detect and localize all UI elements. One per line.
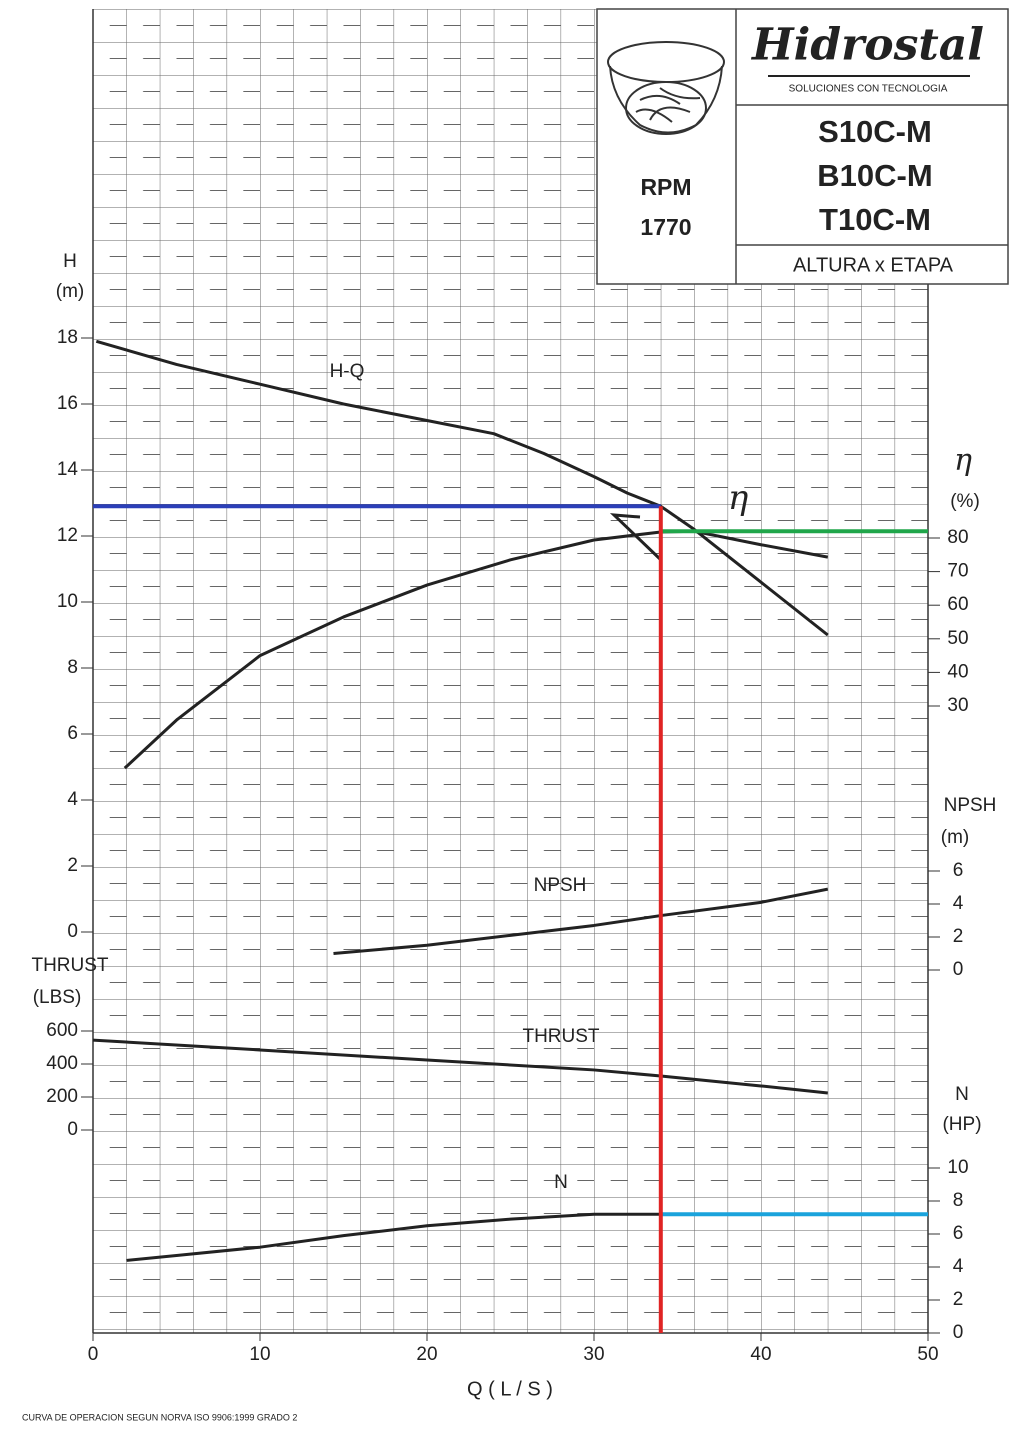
y-tick-label: 50 bbox=[947, 628, 968, 649]
brand-tagline: SOLUCIONES CON TECNOLOGIA bbox=[789, 84, 948, 95]
x-tick-label: 30 bbox=[583, 1344, 604, 1365]
y-tick-label: 80 bbox=[947, 527, 968, 548]
axis-title: THRUST bbox=[31, 955, 108, 976]
curve-label: THRUST bbox=[522, 1026, 599, 1047]
y-tick-label: 60 bbox=[947, 594, 968, 615]
y-tick-label: 2 bbox=[67, 855, 78, 876]
header-box: RPM 1770 Hidrostal SOLUCIONES CON TECNOL… bbox=[597, 9, 1008, 284]
axis-title: H bbox=[63, 251, 77, 272]
model: T10C-M bbox=[819, 202, 931, 237]
y-tick-label: 0 bbox=[67, 1119, 78, 1140]
y-tick-label: 8 bbox=[953, 1190, 964, 1211]
axis-unit: (HP) bbox=[942, 1114, 981, 1135]
axis-unit: (%) bbox=[950, 491, 980, 512]
curve-label: η bbox=[728, 478, 749, 518]
y-tick-label: 18 bbox=[57, 327, 78, 348]
y-tick-label: 4 bbox=[953, 893, 964, 914]
y-tick-label: 2 bbox=[953, 926, 964, 947]
y-tick-label: 70 bbox=[947, 561, 968, 582]
axis-title: N bbox=[955, 1084, 969, 1105]
y-tick-label: 8 bbox=[67, 657, 78, 678]
curve-label: H-Q bbox=[330, 361, 365, 382]
y-tick-label: 400 bbox=[46, 1053, 78, 1074]
footer-note: CURVA DE OPERACION SEGUN NORVA ISO 9906:… bbox=[22, 1412, 297, 1422]
x-tick-label: 0 bbox=[88, 1344, 99, 1365]
y-tick-label: 14 bbox=[57, 459, 79, 480]
y-tick-label: 2 bbox=[953, 1289, 964, 1310]
rpm-label: RPM bbox=[640, 174, 691, 200]
y-tick-label: 16 bbox=[57, 393, 78, 414]
model: S10C-M bbox=[818, 114, 932, 149]
y-tick-label: 6 bbox=[953, 860, 964, 881]
axis-title: η bbox=[954, 443, 972, 478]
axis-unit: (LBS) bbox=[33, 987, 82, 1008]
x-tick-label: 20 bbox=[416, 1344, 437, 1365]
rpm-value: 1770 bbox=[640, 214, 691, 240]
y-tick-label: 600 bbox=[46, 1020, 78, 1041]
y-tick-label: 6 bbox=[67, 723, 78, 744]
y-tick-label: 4 bbox=[67, 789, 78, 810]
y-tick-label: 0 bbox=[953, 1322, 964, 1343]
y-tick-label: 0 bbox=[953, 959, 964, 980]
x-tick-label: 40 bbox=[750, 1344, 771, 1365]
subtitle: ALTURA x ETAPA bbox=[793, 254, 954, 276]
axis-unit: (m) bbox=[941, 827, 969, 848]
y-tick-label: 200 bbox=[46, 1086, 78, 1107]
pump-curve-sheet: RPM 1770 Hidrostal SOLUCIONES CON TECNOL… bbox=[0, 0, 1010, 1431]
axis-title: NPSH bbox=[944, 795, 997, 816]
y-tick-label: 4 bbox=[953, 1256, 964, 1277]
x-tick-label: 10 bbox=[249, 1344, 270, 1365]
x-tick-label: 50 bbox=[917, 1344, 938, 1365]
y-tick-label: 40 bbox=[947, 661, 968, 682]
y-tick-label: 12 bbox=[57, 525, 78, 546]
curve-label: N bbox=[554, 1172, 568, 1193]
model: B10C-M bbox=[817, 158, 932, 193]
y-tick-label: 30 bbox=[947, 695, 968, 716]
brand-logo: Hidrostal bbox=[750, 20, 984, 71]
axis-unit: (m) bbox=[56, 281, 84, 302]
y-tick-label: 6 bbox=[953, 1223, 964, 1244]
y-tick-label: 10 bbox=[947, 1157, 968, 1178]
y-tick-label: 0 bbox=[67, 921, 78, 942]
curve-label: NPSH bbox=[534, 875, 587, 896]
x-axis-title: Q ( L / S ) bbox=[467, 1378, 553, 1400]
y-tick-label: 10 bbox=[57, 591, 78, 612]
